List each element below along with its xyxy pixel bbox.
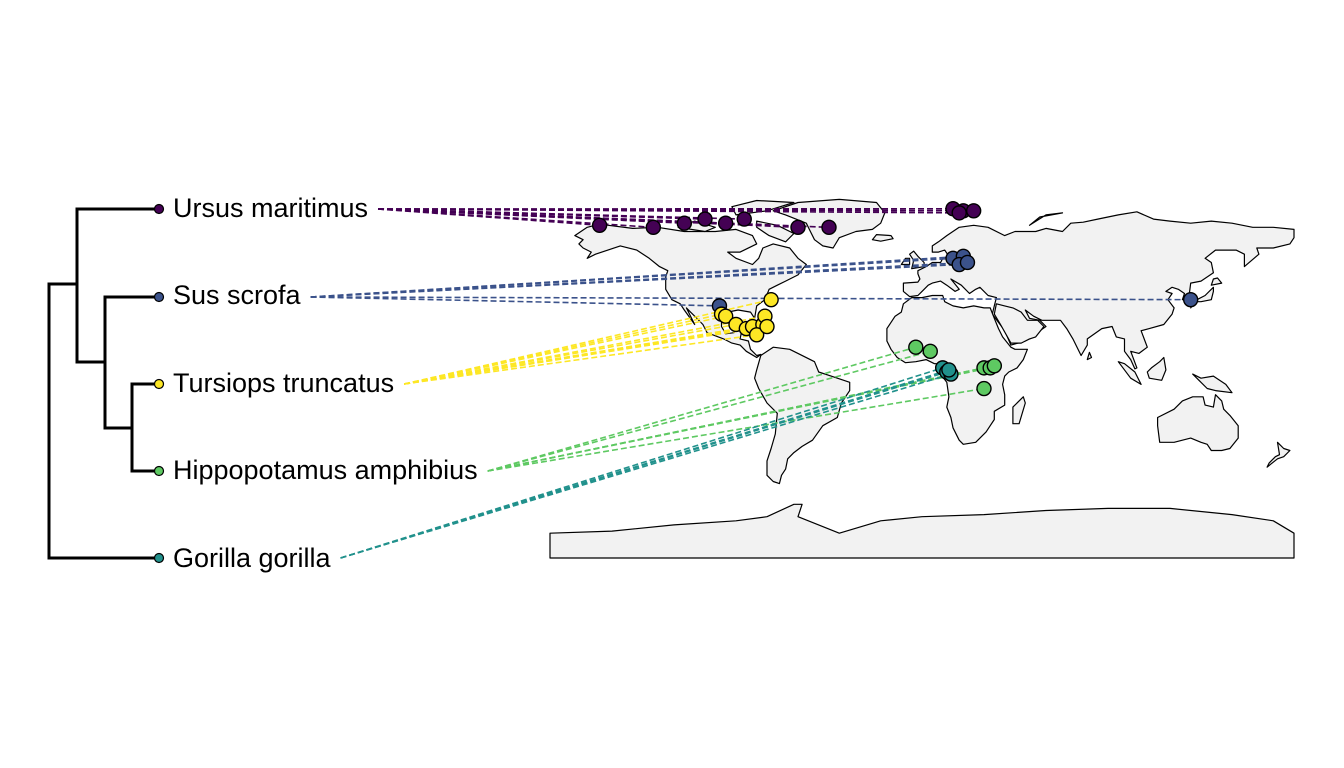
location-point-ursus-11 — [951, 205, 967, 221]
phylogenetic-tree — [47, 203, 165, 564]
tip-labels: Ursus maritimus Sus scrofa Tursiops trun… — [173, 193, 478, 573]
location-point-ursus-6 — [790, 219, 806, 236]
landmass-borneo — [1146, 356, 1167, 381]
link-sus-2 — [310, 263, 960, 298]
tip-label-gorilla: Gorilla gorilla — [173, 543, 332, 573]
landmass-baffin — [756, 220, 795, 243]
link-sus-1 — [310, 255, 964, 298]
location-point-tursiops-7 — [763, 291, 779, 308]
location-points — [591, 201, 1199, 397]
link-sus-4 — [310, 296, 720, 307]
link-ursus-5 — [377, 208, 654, 229]
link-hippo-0 — [487, 346, 917, 472]
location-point-ursus-7 — [821, 219, 837, 236]
link-tursiops-1 — [403, 315, 726, 385]
location-point-ursus-10 — [965, 203, 982, 219]
link-hippo-5 — [487, 387, 985, 472]
link-ursus-7 — [377, 208, 830, 229]
tip-point-tursiops — [153, 378, 165, 390]
tip-label-sus: Sus scrofa — [173, 280, 302, 310]
landmass-sumatra — [1117, 361, 1142, 385]
landmass-iceland — [871, 234, 894, 242]
location-point-hippo-4 — [986, 358, 1003, 374]
tip-point-sus — [153, 291, 165, 303]
landmass-antarctica — [549, 503, 1295, 559]
link-sus-5 — [310, 296, 1191, 301]
location-point-hippo-5 — [976, 380, 992, 397]
link-gorilla-0 — [340, 367, 943, 559]
landmass-arabia — [993, 303, 1045, 344]
world-map — [549, 198, 1295, 559]
location-point-sus-3 — [959, 254, 976, 271]
location-point-sus-5 — [1182, 291, 1199, 308]
location-point-tursiops-8 — [748, 327, 765, 343]
link-tursiops-6 — [403, 315, 766, 385]
link-gorilla-2 — [340, 373, 952, 559]
landmass-madagascar — [1012, 396, 1026, 425]
link-hippo-1 — [487, 350, 931, 472]
location-point-tursiops-1 — [717, 308, 734, 324]
location-point-ursus-3 — [697, 211, 713, 227]
landmass-sri-lanka — [1086, 351, 1093, 361]
location-point-ursus-5 — [645, 219, 662, 236]
link-tursiops-5 — [403, 323, 763, 385]
location-point-tursiops-9 — [759, 318, 775, 335]
tip-to-location-links — [310, 207, 1191, 559]
landmass-hokkaido — [1210, 277, 1223, 286]
link-sus-3 — [310, 261, 968, 298]
tip-point-ursus — [153, 203, 165, 215]
landmass-new-guinea — [1192, 373, 1233, 394]
tip-point-gorilla — [153, 552, 165, 564]
location-point-ursus-2 — [717, 215, 734, 231]
location-point-ursus-4 — [676, 215, 693, 231]
landmass-australia — [1157, 394, 1239, 452]
link-hippo-4 — [487, 365, 995, 472]
location-point-gorilla-3 — [941, 362, 957, 378]
tip-label-tursiops: Tursiops truncatus — [173, 368, 394, 398]
tip-label-hippo: Hippopotamus amphibius — [173, 455, 478, 485]
link-ursus-11 — [378, 208, 960, 214]
location-point-hippo-0 — [908, 339, 924, 355]
link-tursiops-9 — [403, 325, 768, 385]
location-point-ursus-0 — [591, 217, 608, 233]
link-tursiops-8 — [403, 334, 757, 385]
landmass-novaya-zemlya — [1028, 212, 1064, 226]
landmass-south-america — [754, 346, 851, 485]
tip-point-hippo — [153, 465, 165, 477]
landmass-new-zealand — [1266, 441, 1291, 468]
tip-label-ursus: Ursus maritimus — [173, 193, 368, 223]
location-point-hippo-1 — [922, 343, 938, 360]
link-sus-0 — [310, 257, 954, 298]
location-point-ursus-1 — [736, 211, 752, 227]
link-gorilla-3 — [340, 369, 950, 559]
